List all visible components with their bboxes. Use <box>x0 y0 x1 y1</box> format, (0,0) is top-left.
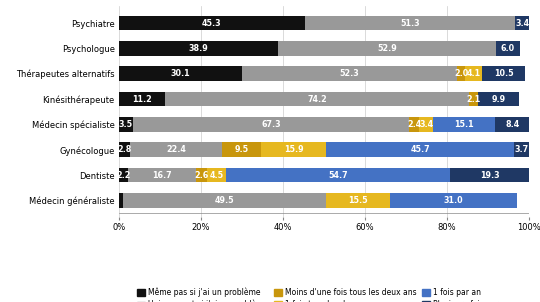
Bar <box>242 66 457 81</box>
Bar <box>496 41 520 56</box>
Bar <box>305 16 515 31</box>
Text: 4.1: 4.1 <box>467 69 481 78</box>
Bar <box>478 92 518 106</box>
Text: 15.5: 15.5 <box>348 196 368 205</box>
Bar <box>119 168 128 182</box>
Text: 19.3: 19.3 <box>480 171 500 180</box>
Text: 52.9: 52.9 <box>377 44 397 53</box>
Bar <box>409 117 419 132</box>
Text: 22.4: 22.4 <box>166 145 186 154</box>
Bar <box>419 117 433 132</box>
Bar <box>515 16 529 31</box>
Text: 8.4: 8.4 <box>505 120 519 129</box>
Bar <box>261 143 327 157</box>
Text: 2.8: 2.8 <box>117 145 132 154</box>
Text: 74.2: 74.2 <box>307 95 327 104</box>
Bar <box>457 66 465 81</box>
Text: 3.5: 3.5 <box>119 120 133 129</box>
Bar <box>390 193 517 208</box>
Bar <box>130 143 222 157</box>
Text: 9.9: 9.9 <box>491 95 505 104</box>
Bar <box>450 168 529 182</box>
Bar <box>207 168 226 182</box>
Legend: Même pas si j'ai un problème, Uniquement si j'ai un problème, Moins d'une fois t: Même pas si j'ai un problème, Uniquement… <box>136 286 512 302</box>
Bar <box>133 117 409 132</box>
Bar <box>123 193 326 208</box>
Text: 3.4: 3.4 <box>419 120 433 129</box>
Bar <box>119 143 130 157</box>
Bar <box>226 168 450 182</box>
Text: 30.1: 30.1 <box>171 69 191 78</box>
Bar <box>514 143 529 157</box>
Text: 45.3: 45.3 <box>202 18 221 27</box>
Bar <box>482 66 525 81</box>
Bar <box>469 92 478 106</box>
Bar <box>119 193 123 208</box>
Text: 51.3: 51.3 <box>400 18 420 27</box>
Text: 6.0: 6.0 <box>501 44 515 53</box>
Text: 11.2: 11.2 <box>132 95 152 104</box>
Text: 31.0: 31.0 <box>443 196 463 205</box>
Text: 54.7: 54.7 <box>328 171 348 180</box>
Text: 2.4: 2.4 <box>407 120 421 129</box>
Bar <box>495 117 530 132</box>
Text: 3.4: 3.4 <box>515 18 529 27</box>
Text: 10.5: 10.5 <box>494 69 514 78</box>
Bar <box>119 117 133 132</box>
Bar <box>165 92 469 106</box>
Text: 2.0: 2.0 <box>454 69 468 78</box>
Text: 67.3: 67.3 <box>261 120 281 129</box>
Bar <box>197 168 207 182</box>
Text: 16.7: 16.7 <box>152 171 172 180</box>
Bar <box>119 92 165 106</box>
Text: 4.5: 4.5 <box>209 171 224 180</box>
Bar <box>326 193 390 208</box>
Text: 9.5: 9.5 <box>235 145 249 154</box>
Text: 45.7: 45.7 <box>410 145 430 154</box>
Bar <box>128 168 197 182</box>
Text: 49.5: 49.5 <box>215 196 234 205</box>
Bar <box>119 66 242 81</box>
Bar <box>119 16 305 31</box>
Bar <box>279 41 496 56</box>
Bar <box>327 143 514 157</box>
Text: 2.6: 2.6 <box>194 171 209 180</box>
Text: 3.7: 3.7 <box>515 145 529 154</box>
Text: 15.1: 15.1 <box>454 120 474 129</box>
Text: 38.9: 38.9 <box>189 44 208 53</box>
Bar <box>222 143 261 157</box>
Text: 2.1: 2.1 <box>467 95 481 104</box>
Text: 2.2: 2.2 <box>116 171 131 180</box>
Text: 15.9: 15.9 <box>284 145 303 154</box>
Bar <box>433 117 495 132</box>
Bar <box>119 41 279 56</box>
Text: 52.3: 52.3 <box>340 69 360 78</box>
Bar <box>465 66 482 81</box>
